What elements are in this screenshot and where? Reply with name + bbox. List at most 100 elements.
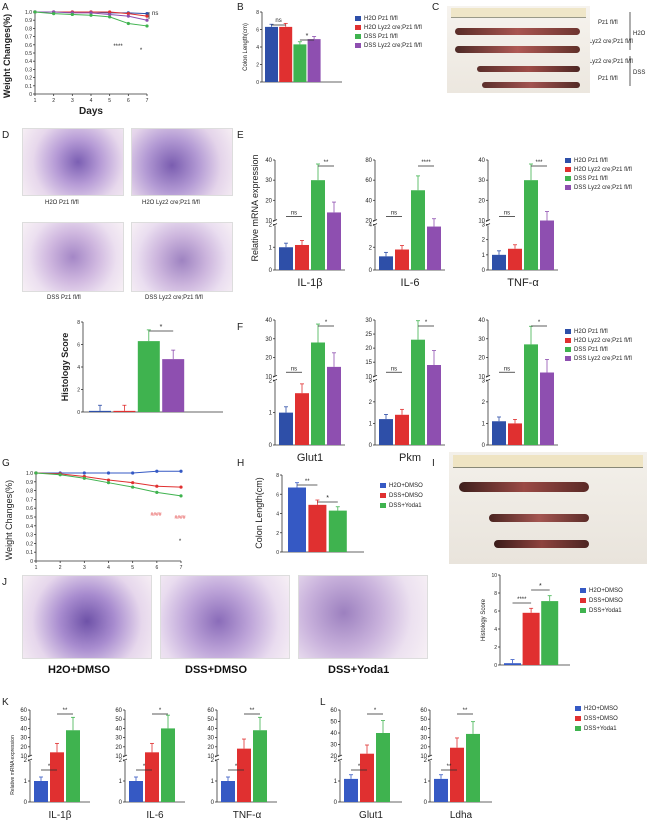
histology-j1 [22,575,152,659]
chart-B-annot: * [306,33,309,40]
chart-F-ytick-label: 40 [265,318,272,324]
chart-K-ylabel: Relative mRNA expression [10,735,16,795]
chart-B-annot: ns [275,18,281,24]
chart-G-ytick-label: 0.1 [26,550,33,556]
chart-E-group-label: IL-6 [401,277,420,289]
chart-K-ytick-label: 40 [20,726,27,732]
legend-f-swatch [565,356,571,361]
chart-E-annot: ns [291,211,297,217]
chart-A-point [108,10,112,14]
chart-G-point [155,484,159,488]
chart-A-annot-ns: ns [152,11,158,17]
chart-G-ytick-label: 0.6 [26,506,33,512]
chart-J-score-annot: **** [517,597,527,603]
chart-E-ytick-label: 40 [265,158,272,164]
chart-D-score-bar [89,410,111,412]
chart-L-ytick-label: 10 [420,754,427,760]
chart-L-bar [344,778,358,802]
chart-G-annot-sig: #### [174,515,185,521]
chart-E-bar [295,244,309,270]
chart-A-point [145,24,149,28]
legend-f-label: DSS Lyz2 cre;Pz1 fl/fl [574,356,632,362]
chart-L-ytick-label: 1 [334,779,338,785]
chart-F-annot: ns [504,366,510,372]
chart-G-point [155,469,159,473]
chart-K-bar [66,730,80,802]
chart-F-bar [524,344,538,445]
chart-H-bar [288,487,306,552]
chart-J-score-bar [522,612,540,665]
chart-H-annot: ** [305,479,310,485]
chart-K-ytick-label: 30 [115,736,122,742]
chart-E-ytick-label: 80 [365,158,372,164]
chart-K-ytick-label: 20 [20,745,27,751]
chart-B-bar [279,26,293,82]
chart-L-ytick-label: 50 [420,717,427,723]
chart-D-score-ytick-label: 6 [77,343,80,349]
legend-h-label: DSS+DMSO [389,493,423,499]
chart-J-score-bar [541,601,559,665]
chart-G-point [34,471,38,475]
chart-K-bar [145,752,159,802]
chart-F-bar [327,366,341,445]
chart-D-score-ytick-label: 2 [77,388,80,394]
chart-A-point [126,21,130,26]
chart-F-bar [311,342,325,445]
chart-K-ytick-label: 50 [115,717,122,723]
chart-G-xtick-label: 4 [107,565,110,571]
chart-K-bar [129,781,143,802]
chart-F-annot: * [538,320,541,326]
histology-caption-j1: H2O+DMSO [48,664,111,676]
chart-B-bar [265,26,278,82]
legend-f-label: H2O Pz1 fl/fl [574,329,608,335]
chart-A-ytick-label: 0.5 [25,51,32,57]
chart-E-bar [395,249,409,270]
chart-L-annot: * [358,764,361,770]
chart-L-ytick-label: 2 [334,758,338,764]
legend-j-label: H2O+DMSO [589,588,623,594]
chart-F-ytick-label: 1 [269,411,273,417]
chart-G-point [179,494,183,498]
legend-j-swatch [580,608,586,613]
chart-K-bar [34,781,48,802]
chart-J-score-annot: * [539,583,542,590]
colon-photo-c [447,6,590,93]
legend-h-swatch [380,503,386,508]
chart-L-annot: ** [463,708,468,714]
chart-E-ytick-label: 3 [482,223,486,229]
chart-F-ytick-label: 40 [478,318,485,324]
chart-H-ytick-label: 2 [276,531,279,537]
chart-G-ylabel: Weight Changes(%) [4,480,14,560]
chart-E-annot: *** [535,160,543,166]
panel-letter-c: C [432,2,439,13]
chart-L-ytick-label: 1 [424,779,428,785]
chart-J-score-ytick-label: 0 [494,663,497,669]
chart-K-ytick-label: 2 [119,758,123,764]
chart-G-point [131,485,135,489]
chart-B-ytick-label: 2 [256,63,259,69]
chart-G-point [106,471,111,475]
chart-A-ytick-label: 0.1 [25,84,32,90]
chart-J-score-ytick-label: 2 [494,645,497,651]
chart-J-score-ytick-label: 6 [494,609,497,615]
chart-G-point [106,478,111,482]
chart-E-ytick-label: 20 [265,198,272,204]
chart-L-ytick-label: 60 [330,708,337,714]
chart-K-bar [237,748,251,802]
chart-E-annot: **** [421,160,431,166]
chart-A-xtick-label: 4 [90,98,93,104]
chart-K-ytick-label: 40 [115,726,122,732]
chart-L-ytick-label: 20 [330,754,337,760]
chart-A-point [108,15,112,19]
legend-b-swatch [355,34,361,39]
chart-E-ytick-label: 1 [269,245,273,251]
legend-e-swatch [565,167,571,172]
chart-K-annot: * [143,764,146,770]
legend-b-label: H2O Pz1 fl/fl [364,16,398,22]
ruler-i [453,455,643,468]
colon-tissue-3 [477,66,580,72]
chart-F-annot: ns [391,366,397,372]
chart-J-score-ytick-label: 8 [494,591,497,597]
chart-E-ytick-label: 40 [365,198,372,204]
legend-h-swatch [380,483,386,488]
